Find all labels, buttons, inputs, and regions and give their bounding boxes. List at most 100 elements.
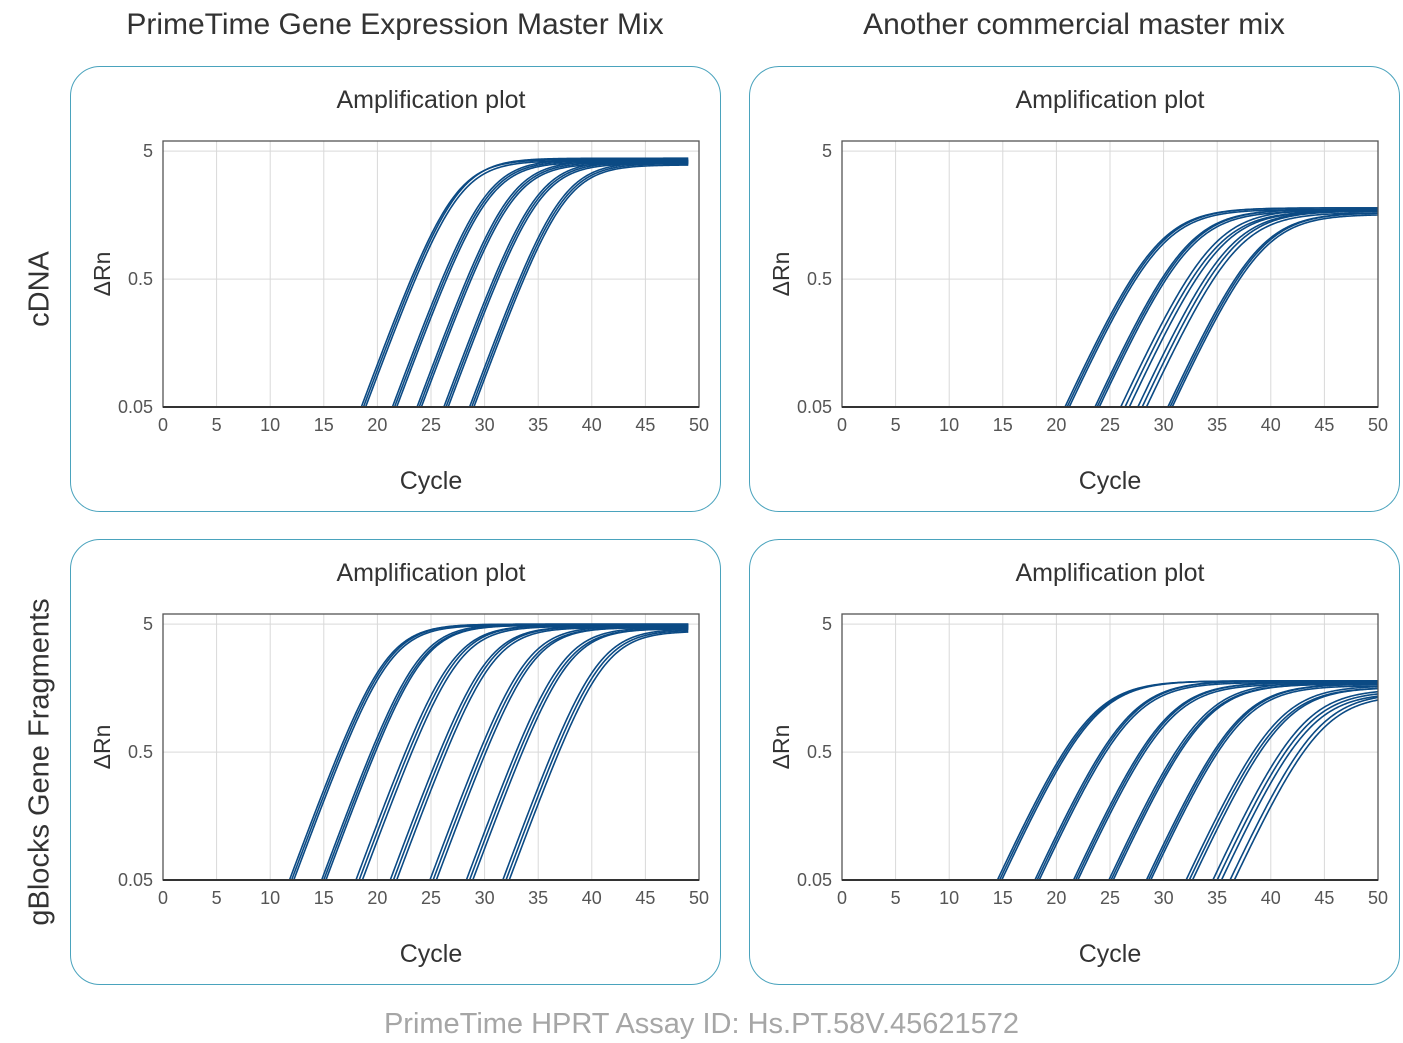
x-tick-label: 40 bbox=[582, 888, 602, 908]
x-tick-label: 25 bbox=[1100, 415, 1120, 435]
amplification-curve bbox=[163, 626, 689, 880]
amplification-curve bbox=[163, 625, 689, 880]
amplification-curve bbox=[842, 207, 1378, 407]
amplification-curve bbox=[163, 161, 689, 407]
chart-panel-other-gblocks: Amplification plot 0 5 10 15 20 25 30 35 40 45 50 0.… bbox=[749, 539, 1400, 985]
x-tick-label: 5 bbox=[212, 888, 222, 908]
x-tick-label: 0 bbox=[158, 888, 168, 908]
x-tick-label: 10 bbox=[260, 888, 280, 908]
x-tick-label: 45 bbox=[635, 415, 655, 435]
chart-panel-primetime-gblocks: Amplification plot 0 5 10 15 20 25 30 35 40 45 50 0.… bbox=[70, 539, 721, 985]
x-tick-label: 20 bbox=[367, 888, 387, 908]
amplification-curve bbox=[163, 625, 689, 880]
y-tick-label: 5 bbox=[822, 614, 832, 634]
curve-group bbox=[163, 623, 689, 880]
y-axis-label: ΔRn bbox=[89, 725, 115, 770]
row-header-gblocks: gBlocks Gene Fragments bbox=[23, 598, 56, 926]
x-tick-label: 0 bbox=[837, 415, 847, 435]
amplification-curve bbox=[163, 160, 689, 407]
amplification-curve bbox=[163, 158, 689, 407]
x-tick-label: 15 bbox=[314, 888, 334, 908]
chart-panel-other-cdna: Amplification plot 0 5 10 15 20 25 30 35 40 45 50 0.… bbox=[749, 66, 1400, 512]
curve-group bbox=[842, 207, 1378, 407]
amplification-curve bbox=[163, 626, 689, 880]
x-tick-label: 5 bbox=[212, 415, 222, 435]
assay-id-footer: PrimeTime HPRT Assay ID: Hs.PT.58V.45621… bbox=[383, 1008, 1020, 1040]
x-tick-label: 15 bbox=[993, 888, 1013, 908]
amplification-curve bbox=[842, 210, 1378, 407]
curve-group bbox=[842, 680, 1378, 880]
y-axis-label: ΔRn bbox=[89, 252, 115, 297]
amplification-plot-primetime-gblocks: Amplification plot 0 5 10 15 20 25 30 35 40 45 50 0.… bbox=[89, 559, 709, 968]
amplification-curve bbox=[842, 690, 1378, 880]
x-tick-label: 10 bbox=[939, 415, 959, 435]
amplification-curve bbox=[842, 696, 1378, 880]
amplification-curve bbox=[163, 162, 689, 407]
chart-title: Amplification plot bbox=[1016, 86, 1205, 114]
x-axis-label: Cycle bbox=[1079, 467, 1142, 495]
amplification-curve bbox=[163, 624, 689, 880]
x-tick-label: 15 bbox=[314, 415, 334, 435]
x-tick-label: 50 bbox=[1368, 415, 1388, 435]
chart-title: Amplification plot bbox=[337, 559, 526, 587]
amplification-curve bbox=[163, 161, 689, 407]
x-tick-label: 5 bbox=[891, 888, 901, 908]
y-tick-label: 0.5 bbox=[807, 742, 832, 762]
amplification-curve bbox=[163, 625, 689, 880]
x-tick-label: 30 bbox=[475, 888, 495, 908]
amplification-curve bbox=[842, 680, 1378, 880]
y-axis-label: ΔRn bbox=[768, 252, 794, 297]
x-tick-label: 20 bbox=[367, 415, 387, 435]
x-tick-label: 45 bbox=[1314, 888, 1334, 908]
amplification-curve bbox=[163, 624, 689, 880]
x-tick-label: 35 bbox=[528, 888, 548, 908]
x-tick-label: 45 bbox=[635, 888, 655, 908]
x-tick-label: 30 bbox=[475, 415, 495, 435]
column-header-other: Another commercial master mix bbox=[863, 8, 1285, 41]
x-axis-label: Cycle bbox=[400, 467, 463, 495]
amplification-curve bbox=[163, 160, 689, 407]
x-tick-label: 0 bbox=[158, 415, 168, 435]
x-tick-label: 35 bbox=[1207, 888, 1227, 908]
y-tick-label: 0.05 bbox=[797, 397, 832, 417]
amplification-curve bbox=[842, 693, 1378, 880]
amplification-curve bbox=[163, 626, 689, 880]
x-tick-label: 35 bbox=[528, 415, 548, 435]
x-tick-label: 40 bbox=[1261, 415, 1281, 435]
amplification-curve bbox=[163, 626, 689, 880]
amplification-curve bbox=[842, 212, 1378, 407]
amplification-curve bbox=[163, 624, 689, 880]
amplification-curve bbox=[842, 212, 1378, 407]
amplification-curve bbox=[842, 208, 1378, 407]
y-tick-label: 0.5 bbox=[128, 269, 153, 289]
x-tick-label: 35 bbox=[1207, 415, 1227, 435]
amplification-plot-other-gblocks: Amplification plot 0 5 10 15 20 25 30 35 40 45 50 0.… bbox=[768, 559, 1388, 968]
x-tick-label: 0 bbox=[837, 888, 847, 908]
amplification-curve bbox=[163, 628, 689, 880]
amplification-curve bbox=[163, 625, 689, 880]
x-tick-label: 50 bbox=[689, 888, 709, 908]
y-tick-label: 0.5 bbox=[807, 269, 832, 289]
amplification-curve bbox=[163, 623, 689, 880]
x-tick-label: 30 bbox=[1154, 888, 1174, 908]
y-tick-label: 5 bbox=[822, 141, 832, 161]
x-tick-label: 40 bbox=[582, 415, 602, 435]
amplification-curve bbox=[163, 162, 689, 407]
amplification-curve bbox=[163, 164, 689, 407]
amplification-curve bbox=[842, 210, 1378, 407]
x-tick-label: 25 bbox=[421, 888, 441, 908]
y-tick-label: 5 bbox=[143, 614, 153, 634]
amplification-curve bbox=[163, 162, 689, 407]
x-tick-label: 50 bbox=[689, 415, 709, 435]
amplification-curve bbox=[842, 687, 1378, 880]
amplification-curve bbox=[842, 208, 1378, 407]
row-header-cdna: cDNA bbox=[23, 251, 56, 327]
amplification-curve bbox=[163, 629, 689, 880]
x-tick-label: 25 bbox=[1100, 888, 1120, 908]
amplification-curve bbox=[842, 683, 1378, 880]
y-tick-label: 0.05 bbox=[118, 870, 153, 890]
amplification-curve bbox=[163, 161, 689, 407]
amplification-curve bbox=[842, 687, 1378, 880]
chart-panel-primetime-cdna: Amplification plot 0 5 10 15 20 25 30 35 40 45 50 0.… bbox=[70, 66, 721, 512]
x-tick-label: 20 bbox=[1046, 888, 1066, 908]
